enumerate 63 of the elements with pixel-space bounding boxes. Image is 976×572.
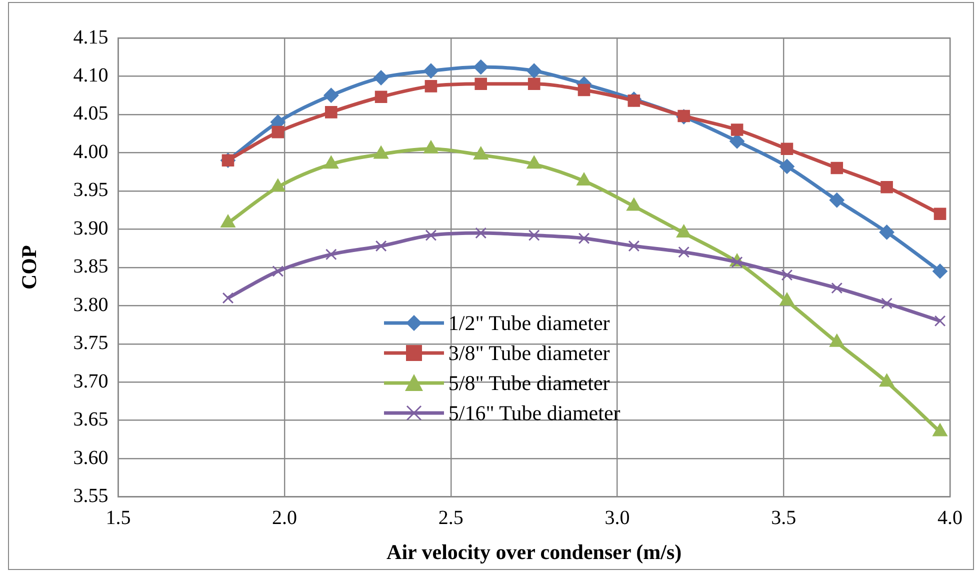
y-tick-label: 3.90 — [73, 217, 108, 240]
point — [324, 106, 338, 118]
point — [474, 78, 488, 90]
point — [879, 224, 894, 240]
point — [831, 282, 843, 294]
point — [628, 240, 640, 252]
point — [528, 230, 540, 241]
legend-label: 5/8" Tube diameter — [448, 370, 610, 397]
point — [272, 266, 284, 277]
legend-label: 3/8" Tube diameter — [448, 340, 610, 367]
point — [374, 90, 388, 104]
y-tick-label: 3.85 — [73, 256, 108, 278]
point — [425, 230, 437, 241]
point — [374, 70, 389, 86]
point — [830, 162, 844, 174]
y-tick-label: 3.55 — [73, 485, 108, 508]
point — [678, 246, 690, 258]
y-tick-label: 3.65 — [73, 408, 108, 431]
x-tick-label: 2.0 — [272, 507, 298, 530]
point — [780, 142, 794, 156]
point — [932, 264, 948, 279]
point — [730, 134, 745, 149]
y-axis-title: COP — [17, 245, 42, 290]
y-tick-label: 3.70 — [73, 370, 108, 392]
y-tick-label: 4.05 — [73, 102, 108, 125]
point — [475, 227, 487, 239]
point — [881, 298, 892, 310]
x-tick-label: 4.0 — [938, 507, 962, 530]
point — [880, 180, 893, 194]
point — [731, 256, 743, 268]
point — [781, 269, 793, 281]
x-axis-title: Air velocity over condenser (m/s) — [386, 540, 682, 564]
point — [526, 63, 542, 78]
legend-label: 1/2" Tube diameter — [448, 310, 610, 337]
x-tick-label: 3.0 — [604, 507, 630, 530]
y-tick-label: 3.80 — [73, 294, 108, 316]
point — [730, 124, 744, 136]
x-tick-label: 1.5 — [106, 507, 131, 530]
point — [779, 158, 794, 174]
x-tick-label: 2.5 — [438, 507, 464, 530]
legend-label: 5/16" Tube diameter — [448, 400, 620, 427]
point — [324, 88, 339, 103]
y-tick-label: 3.60 — [73, 446, 108, 469]
point — [934, 315, 946, 327]
y-tick-label: 4.00 — [73, 140, 108, 163]
point — [528, 78, 540, 90]
point — [272, 126, 284, 138]
point — [473, 60, 488, 75]
point — [222, 292, 234, 304]
point — [934, 208, 946, 220]
point — [325, 248, 337, 260]
point — [578, 84, 590, 96]
point — [829, 192, 844, 208]
y-tick-label: 3.95 — [73, 179, 108, 202]
point — [424, 80, 438, 92]
point — [628, 94, 640, 107]
point — [423, 63, 438, 78]
y-tick-label: 4.10 — [73, 64, 108, 86]
point — [578, 232, 590, 244]
x-tick-label: 3.5 — [771, 507, 796, 530]
y-tick-label: 3.75 — [73, 332, 108, 354]
y-tick-label: 4.15 — [73, 26, 108, 48]
point — [375, 240, 387, 252]
